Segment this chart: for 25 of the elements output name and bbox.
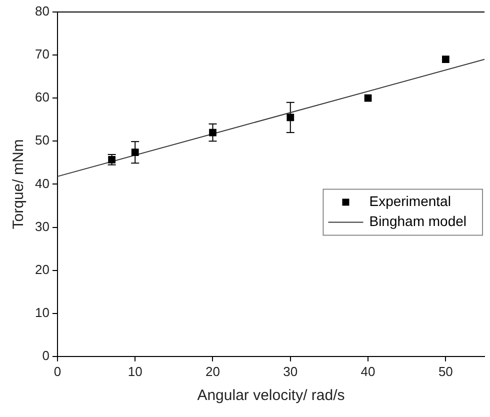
x-axis-title: Angular velocity/ rad/s [197, 387, 345, 404]
y-tick-label: 40 [34, 176, 50, 191]
x-tick-label: 40 [360, 364, 376, 379]
x-tick-label: 50 [438, 364, 453, 379]
point [364, 94, 372, 102]
x-tick-label: 30 [283, 364, 298, 379]
y-tick-label: 10 [34, 304, 50, 320]
y-axis-title: Torque/ mNm [10, 139, 28, 230]
y-tick-label: 50 [34, 132, 50, 148]
legend-label: Experimental [369, 193, 451, 210]
y-tick-label: 30 [34, 218, 50, 234]
point [286, 114, 294, 122]
y-tick-label: 70 [34, 46, 50, 62]
point [108, 156, 116, 164]
point [442, 56, 450, 64]
y-tick-label: 80 [34, 4, 50, 19]
x-tick-label: 10 [128, 364, 142, 379]
y-tick-label: 60 [34, 90, 50, 105]
y-tick-label: 20 [34, 262, 50, 277]
legend-label: Bingham model [369, 213, 467, 230]
x-tick-label: 0 [54, 364, 62, 379]
y-tick-label: 0 [42, 348, 50, 363]
x-tick-label: 20 [206, 364, 220, 379]
point [131, 148, 139, 156]
point [209, 128, 216, 136]
